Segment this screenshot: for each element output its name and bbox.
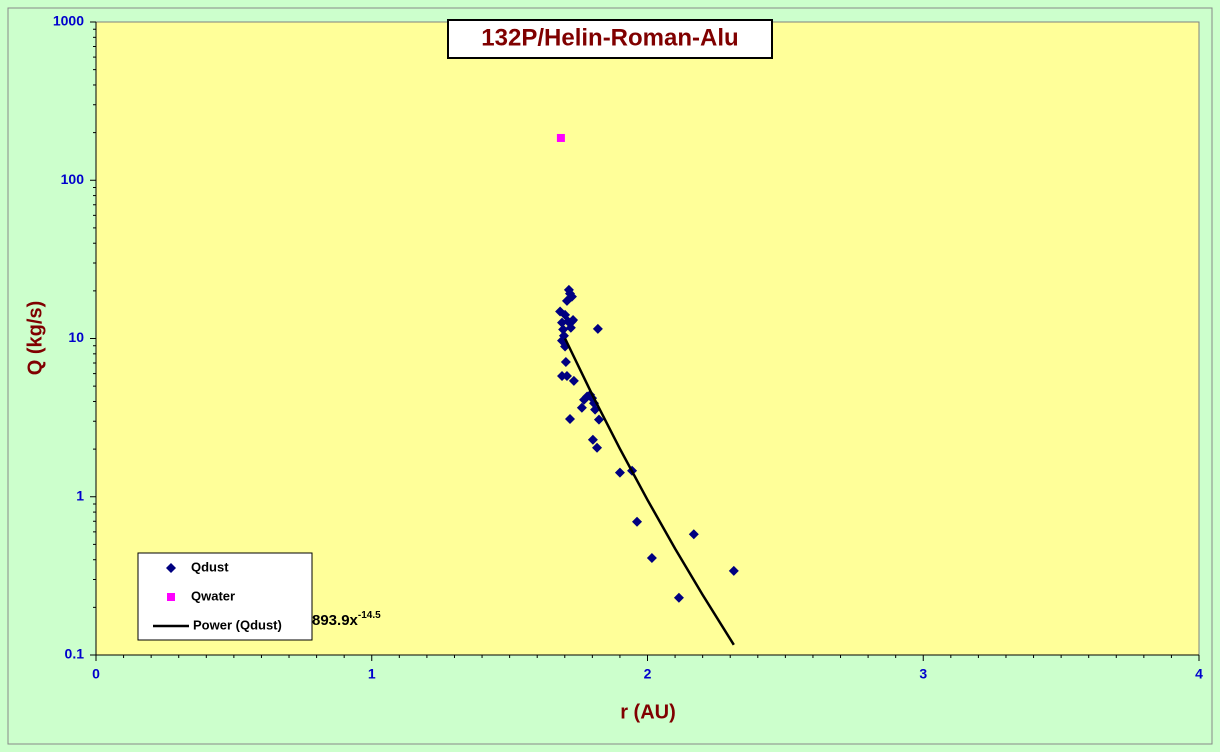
legend-label: Qdust bbox=[191, 559, 229, 574]
chart-title: 132P/Helin-Roman-Alu bbox=[481, 24, 738, 51]
point bbox=[576, 402, 587, 413]
point bbox=[587, 434, 598, 445]
x-tick-label: 0 bbox=[92, 666, 100, 682]
x-tick-label: 4 bbox=[1195, 666, 1203, 682]
y-tick-label: 1000 bbox=[53, 13, 84, 29]
legend-label: Qwater bbox=[191, 588, 235, 603]
point bbox=[632, 516, 643, 527]
point bbox=[568, 375, 579, 386]
x-tick-label: 2 bbox=[644, 666, 652, 682]
point bbox=[728, 565, 739, 576]
marks bbox=[555, 133, 739, 646]
point bbox=[592, 442, 603, 453]
plot-area bbox=[95, 21, 1200, 656]
legend-items: Qdust Qwater Power (Qdust) bbox=[153, 559, 282, 632]
trend-equation: 893.9x-14.5 bbox=[312, 610, 381, 629]
point bbox=[560, 357, 571, 368]
y-tick-label: 0.1 bbox=[65, 646, 85, 662]
point bbox=[167, 593, 175, 601]
point bbox=[614, 467, 625, 478]
point bbox=[561, 370, 572, 381]
legend-label: Power (Qdust) bbox=[193, 617, 282, 632]
point bbox=[673, 592, 684, 603]
point bbox=[565, 322, 576, 333]
point bbox=[166, 563, 176, 573]
trend-label: 893.9x bbox=[312, 612, 359, 629]
x-tick-label: 1 bbox=[368, 666, 376, 682]
x-tick-label: 3 bbox=[919, 666, 927, 682]
title-box bbox=[447, 19, 773, 59]
y-tick-label: 10 bbox=[68, 329, 84, 345]
grid: 0.1 1 10 100 1000 0 1 2 3 4 bbox=[53, 13, 1203, 682]
point bbox=[566, 291, 577, 302]
point bbox=[565, 413, 576, 424]
point bbox=[558, 324, 569, 335]
point bbox=[688, 529, 699, 540]
y-tick-label: 1 bbox=[76, 487, 84, 503]
y-axis-title: Q (kg/s) bbox=[24, 301, 46, 375]
x-axis-title: r (AU) bbox=[620, 701, 676, 723]
point bbox=[556, 133, 565, 142]
trend-line bbox=[563, 337, 735, 646]
point bbox=[593, 414, 604, 425]
point bbox=[592, 323, 603, 334]
point bbox=[646, 553, 657, 564]
point bbox=[568, 314, 579, 325]
trend-exponent: -14.5 bbox=[358, 610, 381, 621]
y-tick-label: 100 bbox=[61, 171, 85, 187]
